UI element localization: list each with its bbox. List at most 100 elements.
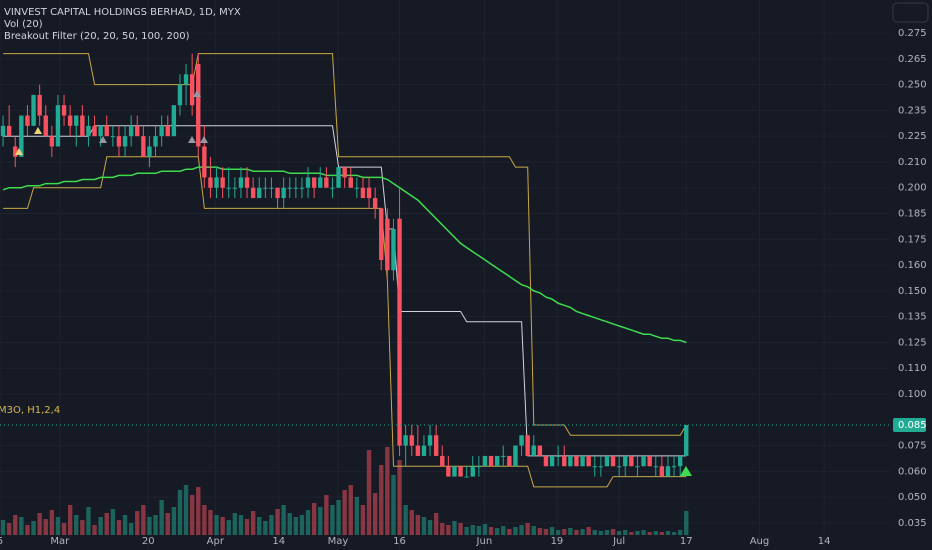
volume-bar (598, 531, 604, 535)
volume-bar (501, 526, 506, 535)
candle-body (141, 136, 146, 157)
candle-body (67, 115, 73, 126)
candle-body (427, 435, 433, 446)
signal-marker (34, 127, 42, 134)
candle-body (122, 136, 128, 147)
candle-body (348, 177, 353, 188)
candle-body (397, 218, 402, 446)
volume-bar (202, 505, 207, 535)
volume-bar (360, 505, 366, 535)
candle-body (183, 74, 189, 85)
candle-body (116, 136, 122, 147)
candle-body (360, 187, 366, 199)
volume-bar (586, 527, 591, 535)
candle-body (415, 445, 421, 456)
volume-bar (446, 525, 451, 535)
volume-bar (275, 509, 280, 535)
volume-bar (525, 523, 530, 535)
volume-bar (55, 517, 61, 535)
candle-body (153, 136, 158, 147)
volume-bar (208, 510, 213, 535)
candle-body (659, 466, 665, 477)
volume-bar (183, 485, 189, 535)
candle-body (55, 105, 61, 147)
volume-bar (537, 528, 543, 535)
candle-body (281, 187, 286, 199)
candle-body (25, 115, 30, 126)
volume-bar (348, 485, 353, 535)
candle-body (586, 455, 591, 467)
candle-body (653, 466, 658, 468)
settings-button[interactable] (892, 2, 929, 23)
candle-body (592, 466, 597, 468)
volume-bar (433, 513, 439, 535)
volume-bar (165, 513, 170, 535)
volume-bar (189, 495, 195, 535)
volume-bar (49, 510, 55, 535)
candle-body (391, 228, 396, 271)
volume-bar (263, 521, 268, 535)
signal-marker (200, 136, 208, 143)
candle-body (171, 105, 177, 137)
y-tick-label: 0.035 (898, 518, 927, 529)
candle-body (19, 115, 24, 157)
volume-bar (330, 505, 335, 535)
candle-body (232, 187, 238, 189)
volume-bar (147, 517, 152, 535)
candle-body (220, 177, 225, 188)
candle-body (421, 445, 427, 456)
volume-bar (37, 513, 42, 535)
x-tick-label: Aug (750, 536, 770, 547)
candle-body (482, 455, 488, 467)
volume-bar (470, 525, 475, 535)
candle-body (616, 466, 622, 468)
volume (0, 447, 689, 535)
volume-bar (665, 531, 671, 535)
y-tick-label: 0.060 (898, 466, 927, 477)
y-tick-label: 0.135 (898, 312, 927, 323)
volume-bar (458, 523, 463, 535)
signal-marker (15, 148, 23, 155)
volume-bar (311, 503, 317, 535)
volume-bar (61, 523, 67, 535)
candle-body (372, 198, 378, 209)
y-tick-label: 0.185 (898, 209, 927, 220)
volume-bar (43, 519, 48, 535)
candle-body (494, 455, 500, 467)
volume-bar (635, 531, 640, 535)
candle-body (263, 187, 268, 189)
volume-bar (641, 530, 646, 535)
volume-bar (141, 505, 146, 535)
volume-bar (647, 532, 652, 535)
candle-body (501, 455, 506, 457)
candle-body (342, 167, 347, 178)
volume-bar (171, 507, 177, 535)
volume-bar (403, 505, 408, 535)
candle-body (287, 187, 292, 189)
candle-body (519, 435, 524, 446)
candle-body (226, 187, 231, 189)
candle-body (208, 177, 213, 188)
volume-bar (610, 529, 616, 535)
x-tick-label: 20 (142, 536, 155, 547)
candle-body (354, 187, 360, 189)
signal-marker (99, 136, 107, 143)
volume-bar (110, 509, 116, 535)
candle-body (80, 115, 85, 137)
candle-body (610, 455, 616, 467)
volume-bar (580, 529, 585, 535)
volume-bar (379, 465, 384, 535)
y-tick-label: 0.275 (898, 28, 927, 39)
candle-body (250, 187, 256, 199)
candle-body (13, 146, 18, 157)
volume-bar (122, 515, 128, 535)
candle-body (61, 105, 67, 116)
y-tick-label: 0.250 (898, 80, 927, 91)
candle-body (488, 455, 494, 467)
volume-bar (232, 513, 238, 535)
volume-bar (342, 490, 347, 535)
candle-body (555, 455, 561, 457)
candle-body (440, 455, 445, 467)
y-tick-label: 0.235 (898, 105, 927, 116)
